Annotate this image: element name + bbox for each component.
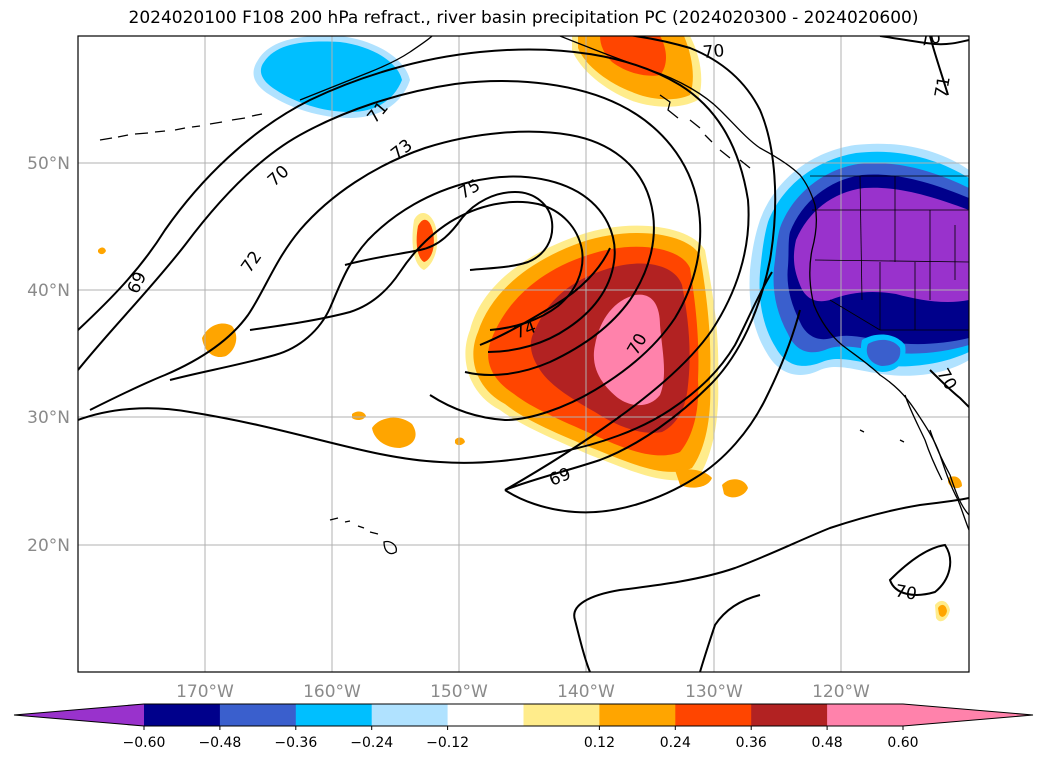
colorbar-segment bbox=[599, 704, 676, 726]
colorbar-segment bbox=[144, 704, 221, 726]
colorbar-segment bbox=[371, 704, 449, 726]
colorbar-tick-label: −0.48 bbox=[198, 735, 241, 751]
colorbar-extend-min bbox=[14, 704, 144, 726]
colorbar-segment bbox=[827, 704, 904, 726]
refractivity-contours bbox=[78, 36, 969, 672]
coastlines bbox=[99, 36, 969, 555]
latitude-labels: 50°N 40°N 30°N 20°N bbox=[27, 154, 70, 556]
colorbar-tick-label: 0.24 bbox=[660, 735, 691, 751]
lon-label: 170°W bbox=[176, 682, 234, 702]
lon-label: 150°W bbox=[430, 682, 488, 702]
lon-label: 140°W bbox=[557, 682, 615, 702]
colorbar-segment bbox=[751, 704, 828, 726]
colorbar-tick-label: −0.12 bbox=[426, 735, 469, 751]
colorbar-tick-label: −0.36 bbox=[274, 735, 317, 751]
colorbar-tick-label: 0.36 bbox=[736, 735, 767, 751]
lat-label: 20°N bbox=[27, 536, 70, 556]
colorbar-segment bbox=[675, 704, 752, 726]
colorbar-tick-label: 0.12 bbox=[584, 735, 615, 751]
longitude-labels: 170°W 160°W 150°W 140°W 130°W 120°W bbox=[176, 682, 870, 702]
lat-label: 30°N bbox=[27, 408, 70, 428]
lon-label: 160°W bbox=[303, 682, 361, 702]
lat-label: 50°N bbox=[27, 154, 70, 174]
colorbar-tick-label: 0.60 bbox=[887, 735, 918, 751]
lat-label: 40°N bbox=[27, 281, 70, 301]
lon-label: 120°W bbox=[812, 682, 870, 702]
colorbar-segment bbox=[219, 704, 297, 726]
contour-label: 70 bbox=[702, 41, 725, 63]
colorbar-tick-label: 0.48 bbox=[812, 735, 843, 751]
colorbar-segment bbox=[447, 704, 524, 726]
lon-label: 130°W bbox=[685, 682, 743, 702]
state-borders bbox=[810, 175, 969, 331]
colorbar-extend-max bbox=[903, 704, 1033, 726]
colorbar-segment bbox=[295, 704, 373, 726]
negative-anomaly-western-us bbox=[749, 143, 969, 376]
colorbar-tick-label: −0.60 bbox=[123, 735, 166, 751]
contour-label: 71 bbox=[931, 75, 954, 100]
map-title: 2024020100 F108 200 hPa refract., river … bbox=[128, 8, 919, 28]
colorbar-tick-label: −0.24 bbox=[350, 735, 393, 751]
map-frame bbox=[77, 35, 970, 673]
contour-label: 70 bbox=[893, 581, 918, 604]
colorbar: −0.60 −0.48 −0.36 −0.24 −0.12 0.12 0.24 0.36 0.4… bbox=[13, 703, 1034, 751]
colorbar-segment bbox=[523, 704, 600, 726]
contour-label: 70 bbox=[918, 27, 943, 50]
graticule bbox=[78, 36, 969, 672]
